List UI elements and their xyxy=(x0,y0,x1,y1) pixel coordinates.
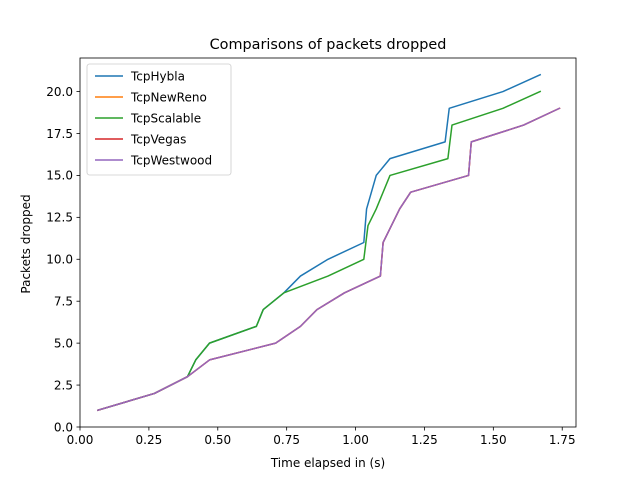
x-tick-label: 1.25 xyxy=(411,433,438,447)
x-tick-label: 1.00 xyxy=(342,433,369,447)
series-layer xyxy=(96,73,561,412)
x-axis-label: Time elapsed in (s) xyxy=(270,456,385,470)
legend-label: TcpScalable xyxy=(130,112,201,126)
y-axis-label: Packets dropped xyxy=(19,194,33,293)
y-axis: 0.0 2.5 5.0 7.5 10.0 12.5 15.0 17.5 20.0 xyxy=(46,85,80,434)
y-tick-label: 15.0 xyxy=(46,169,73,183)
x-tick-label: 1.75 xyxy=(549,433,576,447)
axes-frame xyxy=(79,57,577,428)
y-tick-label: 20.0 xyxy=(46,85,73,99)
x-tick-label: 0.25 xyxy=(136,433,163,447)
legend-box xyxy=(86,63,232,176)
y-tick-label: 5.0 xyxy=(54,336,73,350)
series-line-tcpscalable xyxy=(96,90,542,412)
y-tick-label: 2.5 xyxy=(54,378,73,392)
y-tick-label: 17.5 xyxy=(46,127,73,141)
series-line-tcpwestwood xyxy=(96,107,561,412)
x-axis: 0.00 0.25 0.50 0.75 1.00 1.25 1.50 1.75 xyxy=(67,427,576,447)
legend-label: TcpVegas xyxy=(130,133,186,147)
x-tick-label: 0.50 xyxy=(204,433,231,447)
y-tick-label: 0.0 xyxy=(54,420,73,434)
y-tick-label: 7.5 xyxy=(54,295,73,309)
chart-title: Comparisons of packets dropped xyxy=(210,37,447,53)
y-tick-label: 10.0 xyxy=(46,253,73,267)
legend-label: TcpHybla xyxy=(130,70,185,84)
legend-label: TcpNewReno xyxy=(130,91,207,105)
y-tick-label: 12.5 xyxy=(46,211,73,225)
x-tick-label: 1.50 xyxy=(480,433,507,447)
legend: TcpHybla TcpNewReno TcpScalable TcpVegas Tcp… xyxy=(86,63,232,176)
x-tick-label: 0.00 xyxy=(67,433,94,447)
legend-label: TcpWestwood xyxy=(130,154,212,168)
x-tick-label: 0.75 xyxy=(273,433,300,447)
